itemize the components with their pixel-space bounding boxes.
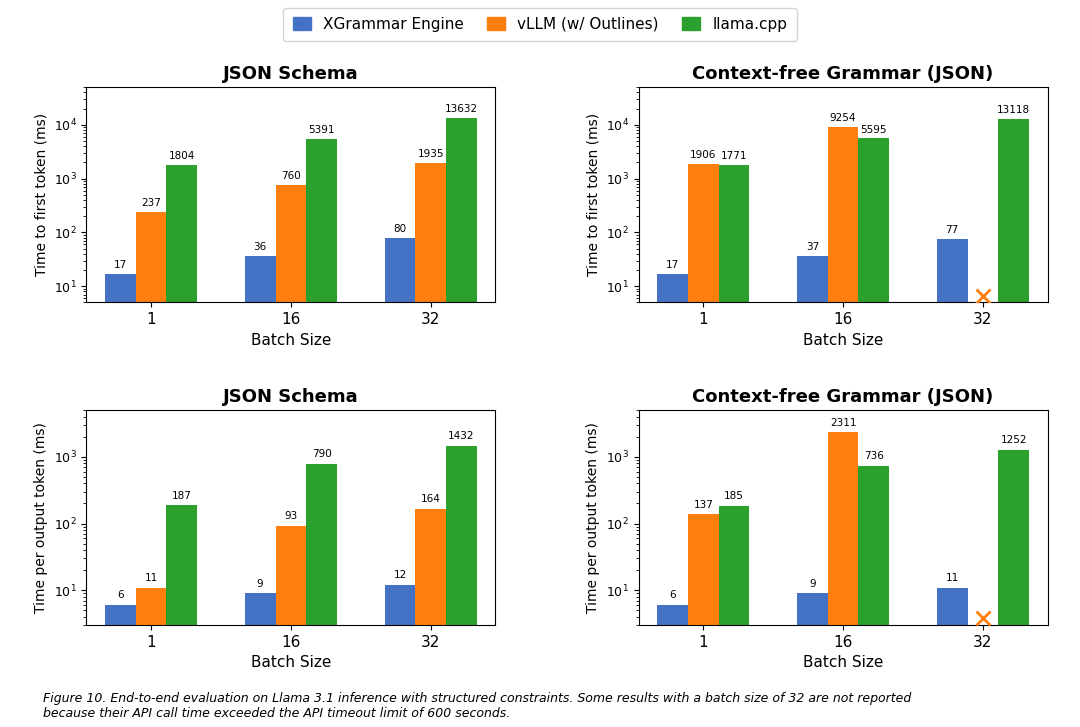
Text: 2311: 2311 — [829, 417, 856, 427]
Bar — [307, 464, 337, 727]
X-axis label: Batch Size: Batch Size — [251, 656, 332, 670]
Bar — [446, 118, 477, 727]
Y-axis label: Time per output token (ms): Time per output token (ms) — [586, 422, 600, 613]
Text: 1432: 1432 — [448, 432, 475, 441]
Text: 17: 17 — [666, 260, 679, 270]
Text: 187: 187 — [172, 491, 192, 501]
Bar — [416, 509, 446, 727]
Text: 185: 185 — [724, 491, 744, 501]
Bar — [384, 238, 416, 727]
Text: 237: 237 — [141, 198, 161, 209]
Bar — [307, 140, 337, 727]
Text: 13118: 13118 — [997, 105, 1030, 115]
Title: Context-free Grammar (JSON): Context-free Grammar (JSON) — [692, 65, 994, 83]
Text: 93: 93 — [284, 511, 297, 521]
Y-axis label: Time per output token (ms): Time per output token (ms) — [35, 422, 49, 613]
Text: 37: 37 — [806, 242, 819, 252]
Bar — [859, 138, 889, 727]
Text: 137: 137 — [693, 499, 713, 510]
Text: 9254: 9254 — [829, 113, 856, 123]
Bar — [936, 587, 968, 727]
Title: Context-free Grammar (JSON): Context-free Grammar (JSON) — [692, 387, 994, 406]
Title: JSON Schema: JSON Schema — [224, 387, 359, 406]
Bar — [245, 593, 275, 727]
Bar — [105, 605, 136, 727]
Bar — [827, 433, 859, 727]
Bar — [446, 446, 477, 727]
Legend: XGrammar Engine, vLLM (w/ Outlines), llama.cpp: XGrammar Engine, vLLM (w/ Outlines), lla… — [283, 8, 797, 41]
Bar — [998, 119, 1029, 727]
Text: 11: 11 — [945, 573, 959, 583]
Text: 6: 6 — [117, 590, 124, 601]
Bar — [105, 274, 136, 727]
Text: 36: 36 — [254, 242, 267, 252]
Bar — [688, 515, 718, 727]
Bar — [166, 165, 198, 727]
Text: 1252: 1252 — [1000, 435, 1027, 446]
Bar — [166, 505, 198, 727]
Bar — [688, 164, 718, 727]
Text: 17: 17 — [113, 260, 127, 270]
Text: 80: 80 — [393, 224, 406, 234]
Bar — [657, 274, 688, 727]
Bar — [136, 587, 166, 727]
Text: 164: 164 — [421, 494, 441, 505]
X-axis label: Batch Size: Batch Size — [802, 333, 883, 348]
Text: 1771: 1771 — [720, 151, 747, 161]
Bar — [136, 212, 166, 727]
Text: 790: 790 — [312, 449, 332, 459]
Bar — [416, 164, 446, 727]
Bar — [657, 605, 688, 727]
Bar — [827, 126, 859, 727]
Bar — [245, 257, 275, 727]
Text: 11: 11 — [145, 573, 158, 583]
Text: 5391: 5391 — [309, 126, 335, 135]
Text: 77: 77 — [945, 225, 959, 235]
Bar — [275, 185, 307, 727]
Text: 1804: 1804 — [168, 151, 195, 161]
Text: 736: 736 — [864, 451, 883, 461]
Text: 9: 9 — [809, 579, 815, 589]
Y-axis label: Time to first token (ms): Time to first token (ms) — [35, 113, 49, 276]
Y-axis label: Time to first token (ms): Time to first token (ms) — [586, 113, 600, 276]
Bar — [797, 593, 827, 727]
Bar — [275, 526, 307, 727]
Text: 12: 12 — [393, 570, 406, 580]
Bar — [998, 450, 1029, 727]
X-axis label: Batch Size: Batch Size — [251, 333, 332, 348]
Text: 6: 6 — [670, 590, 676, 601]
Text: 1935: 1935 — [418, 149, 444, 159]
Bar — [718, 506, 750, 727]
Bar — [859, 465, 889, 727]
Title: JSON Schema: JSON Schema — [224, 65, 359, 83]
Bar — [797, 256, 827, 727]
Text: Figure 10. End-to-end evaluation on Llama 3.1 inference with structured constrai: Figure 10. End-to-end evaluation on Llam… — [43, 691, 912, 720]
Bar — [718, 165, 750, 727]
Text: 9: 9 — [257, 579, 264, 589]
Text: 5595: 5595 — [861, 124, 887, 134]
Text: 13632: 13632 — [445, 104, 478, 113]
Text: 760: 760 — [281, 171, 301, 181]
Bar — [384, 585, 416, 727]
Text: 1906: 1906 — [690, 150, 716, 160]
Bar — [936, 238, 968, 727]
X-axis label: Batch Size: Batch Size — [802, 656, 883, 670]
